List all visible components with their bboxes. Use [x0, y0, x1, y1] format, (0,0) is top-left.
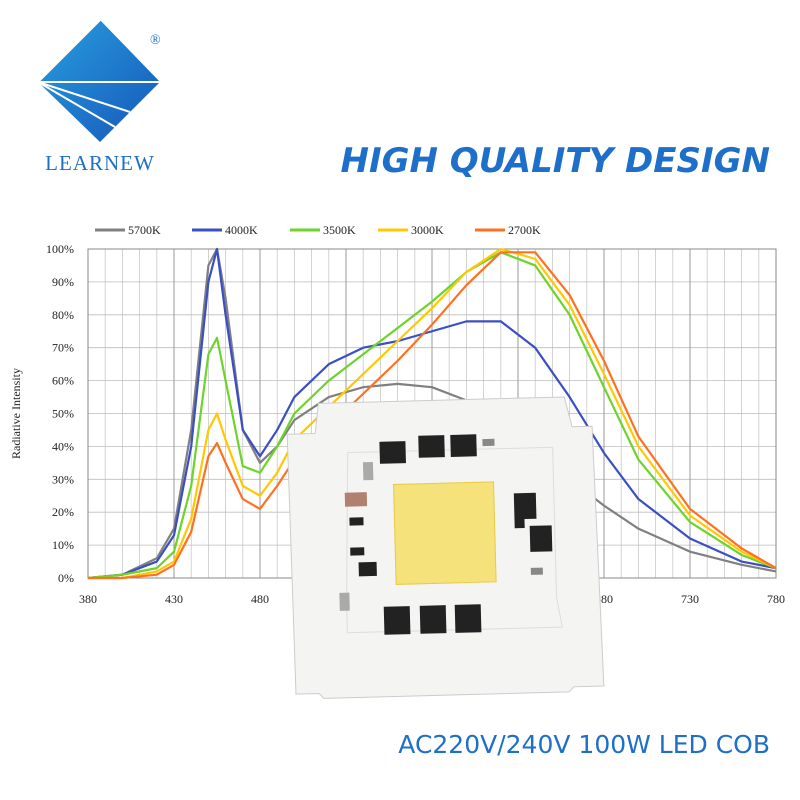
- logo-name: LEARNEW: [45, 151, 155, 175]
- logo: ® LEARNEW: [37, 19, 161, 175]
- legend-label: 3000K: [411, 223, 444, 237]
- y-tick-label: 10%: [52, 538, 74, 552]
- y-tick-label: 30%: [52, 472, 74, 486]
- caption: AC220V/240V 100W LED COB: [398, 730, 770, 759]
- x-tick-label: 380: [79, 592, 97, 606]
- x-tick-label: 480: [251, 592, 269, 606]
- y-tick-label: 70%: [52, 341, 74, 355]
- y-tick-label: 80%: [52, 308, 74, 322]
- y-tick-label: 40%: [52, 439, 74, 453]
- legend-item: 3000K: [378, 223, 444, 237]
- y-tick-label: 50%: [52, 407, 74, 421]
- legend-label: 4000K: [225, 223, 258, 237]
- y-tick-label: 20%: [52, 505, 74, 519]
- legend-label: 2700K: [508, 223, 541, 237]
- logo-mark: ®: [150, 33, 161, 48]
- headline: HIGH QUALITY DESIGN: [340, 141, 770, 181]
- legend-label: 3500K: [323, 223, 356, 237]
- legend-item: 4000K: [192, 223, 258, 237]
- x-tick-label: 780: [767, 592, 785, 606]
- legend-item: 2700K: [475, 223, 541, 237]
- logo-rays: [37, 19, 160, 128]
- legend-item: 5700K: [95, 223, 161, 237]
- y-tick-label: 100%: [46, 242, 74, 256]
- series-line: [87, 251, 777, 580]
- y-tick-label: 60%: [52, 374, 74, 388]
- series-line: [87, 247, 777, 580]
- cob-board: [286, 396, 605, 699]
- x-tick-label: 730: [681, 592, 699, 606]
- x-tick-label: 430: [165, 592, 183, 606]
- series-line: [87, 247, 777, 580]
- y-tick-label: 90%: [52, 275, 74, 289]
- y-tick-label: 0%: [58, 571, 74, 585]
- y-axis-label: Radiative Intensity: [9, 368, 23, 459]
- legend-item: 3500K: [290, 223, 356, 237]
- legend-label: 5700K: [128, 223, 161, 237]
